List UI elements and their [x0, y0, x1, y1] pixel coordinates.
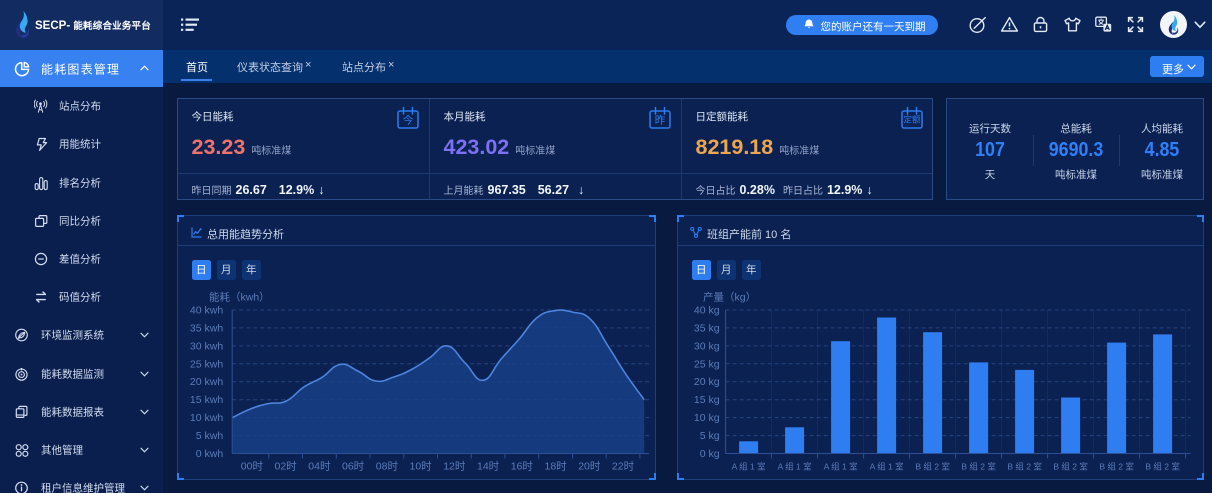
svg-text:35 kg: 35 kg	[694, 322, 720, 334]
svg-text:5 kwh: 5 kwh	[196, 430, 224, 442]
svg-text:02时: 02时	[275, 461, 298, 473]
svg-text:B 组 2 室: B 组 2 室	[915, 462, 950, 472]
svg-text:16时: 16时	[511, 461, 534, 473]
svg-text:定额: 定额	[903, 115, 921, 125]
svg-text:40 kwh: 40 kwh	[190, 305, 223, 317]
svg-text:10 kg: 10 kg	[694, 412, 720, 424]
svg-text:15 kwh: 15 kwh	[190, 394, 223, 406]
svg-text:18时: 18时	[545, 461, 568, 473]
svg-text:06时: 06时	[342, 461, 365, 473]
svg-text:25 kg: 25 kg	[694, 358, 720, 370]
svg-text:B 组 2 室: B 组 2 室	[1099, 462, 1134, 472]
svg-text:00时: 00时	[241, 461, 264, 473]
svg-text:30 kg: 30 kg	[694, 340, 720, 352]
svg-text:B 组 2 室: B 组 2 室	[1007, 462, 1042, 472]
svg-text:30 kwh: 30 kwh	[190, 340, 223, 352]
svg-text:04时: 04时	[308, 461, 331, 473]
svg-text:B 组 2 室: B 组 2 室	[1145, 462, 1180, 472]
svg-text:22时: 22时	[612, 461, 635, 473]
svg-text:20时: 20时	[578, 461, 601, 473]
svg-text:能耗（kwh）: 能耗（kwh）	[209, 291, 270, 304]
svg-text:A 组 1 室: A 组 1 室	[778, 462, 813, 472]
svg-text:20 kg: 20 kg	[694, 376, 720, 388]
svg-text:今: 今	[403, 114, 414, 127]
svg-text:产量（kg）: 产量（kg）	[703, 291, 756, 304]
svg-text:14时: 14时	[477, 461, 500, 473]
svg-text:A 组 1 室: A 组 1 室	[824, 462, 859, 472]
svg-text:35 kwh: 35 kwh	[190, 322, 223, 334]
svg-text:15 kg: 15 kg	[694, 394, 720, 406]
svg-text:12时: 12时	[443, 461, 466, 473]
svg-text:25 kwh: 25 kwh	[190, 358, 223, 370]
svg-text:40 kg: 40 kg	[694, 305, 720, 317]
svg-text:10时: 10时	[410, 461, 433, 473]
svg-text:昨: 昨	[655, 115, 666, 127]
svg-text:0 kwh: 0 kwh	[196, 448, 224, 460]
svg-text:B 组 2 室: B 组 2 室	[961, 462, 996, 472]
svg-text:5 kg: 5 kg	[700, 430, 720, 442]
svg-text:08时: 08时	[376, 461, 399, 473]
svg-text:20 kwh: 20 kwh	[190, 376, 223, 388]
svg-text:A 组 1 室: A 组 1 室	[870, 462, 905, 472]
svg-text:10 kwh: 10 kwh	[190, 412, 223, 424]
svg-text:B 组 2 室: B 组 2 室	[1053, 462, 1088, 472]
svg-text:0 kg: 0 kg	[700, 448, 720, 460]
svg-text:A 组 1 室: A 组 1 室	[732, 462, 767, 472]
